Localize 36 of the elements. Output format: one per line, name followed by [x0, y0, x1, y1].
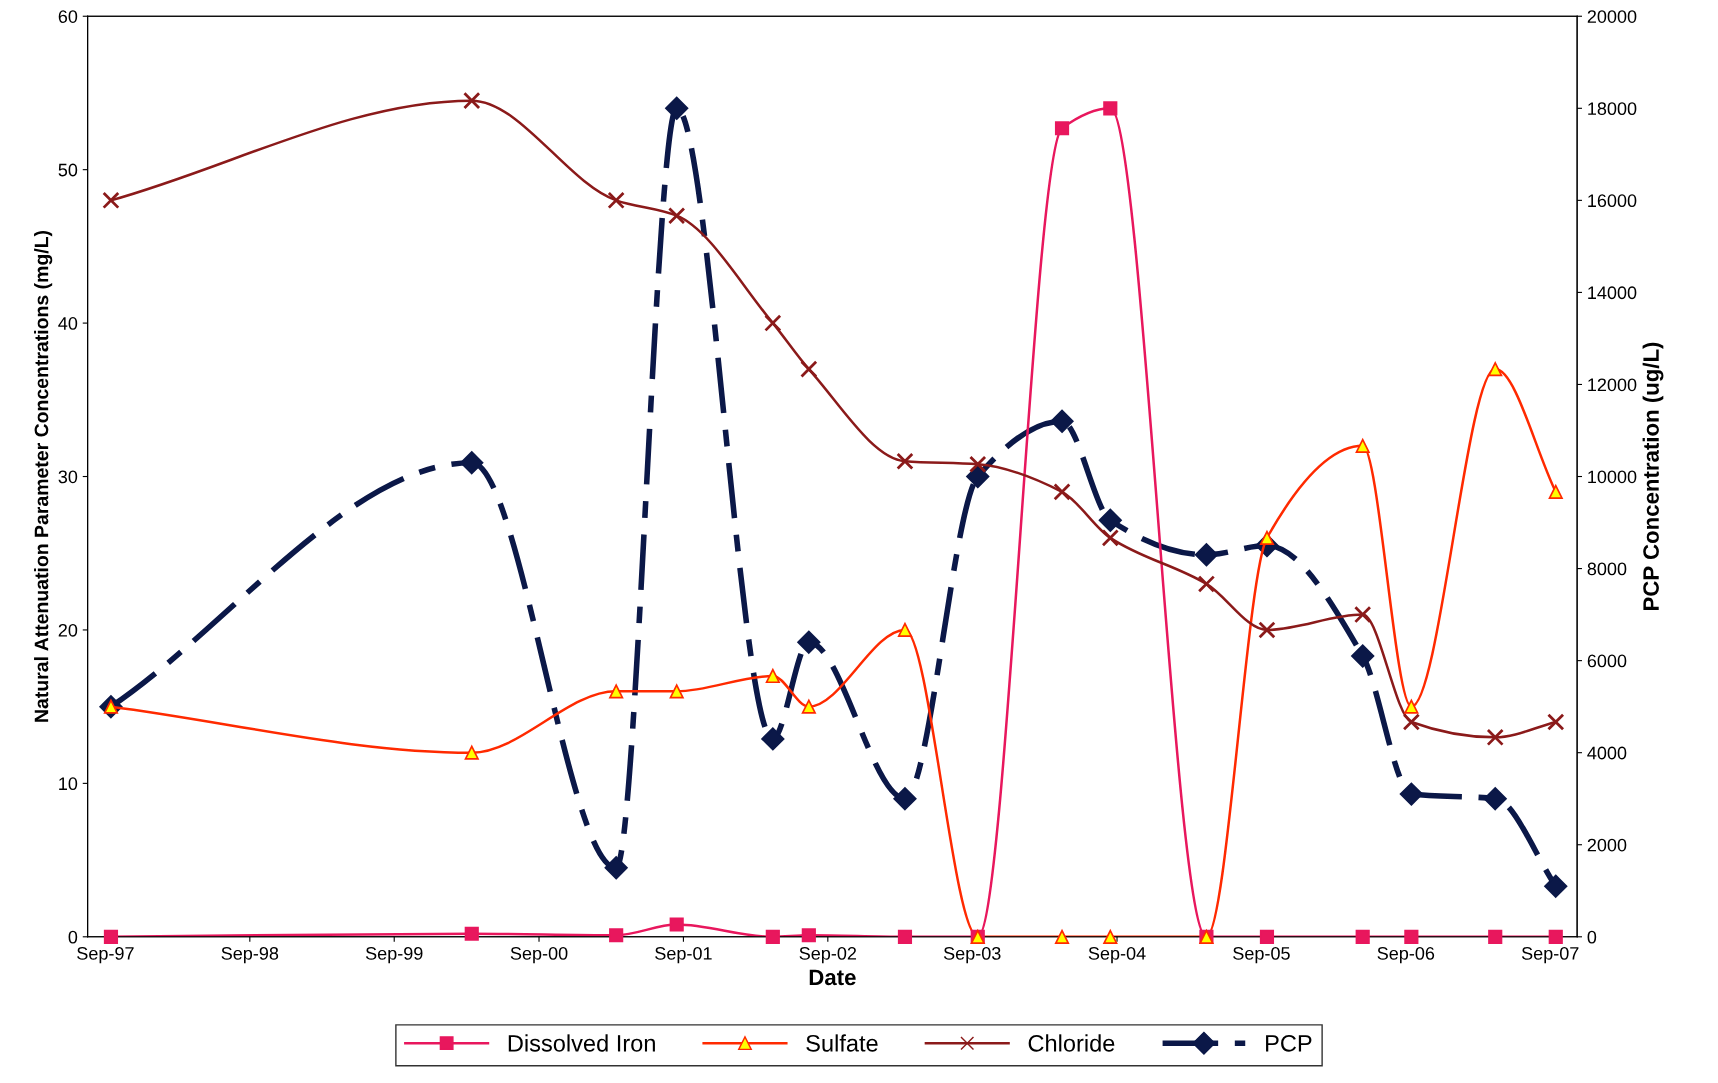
x-tick-label: Sep-00: [510, 946, 568, 964]
y2-tick-label: 20000: [1587, 10, 1637, 23]
x-axis-title: Date: [809, 969, 856, 986]
x-tick-label: Sep-02: [799, 946, 857, 964]
y-axis-title: Natural Attenuation Parameter Concentrations (mg/L): [34, 230, 53, 722]
x-tick-label: Sep-01: [655, 946, 712, 964]
x-tick-label: Sep-97: [77, 946, 134, 964]
y-tick-label: 30: [58, 470, 78, 484]
x-tick-label: Sep-98: [221, 946, 279, 964]
x-tick-label: Sep-06: [1377, 946, 1435, 964]
y2-tick-label: 16000: [1588, 194, 1637, 208]
y2-tick-label: 18000: [1588, 102, 1637, 116]
y2-tick-label: 10000: [1588, 470, 1637, 484]
x-tick-label: Sep-99: [365, 946, 423, 964]
y-tick-label: 10: [59, 777, 78, 791]
y2-axis-title: PCP Concentration (ug/L): [1642, 342, 1664, 611]
y2-tick-label: 4000: [1587, 746, 1627, 760]
legend-label: Chloride: [1028, 1034, 1115, 1052]
y2-tick-label: 2000: [1587, 838, 1627, 852]
y-tick-label: 0: [68, 930, 78, 944]
y-tick-label: 50: [58, 163, 78, 177]
y-tick-label: 60: [58, 10, 78, 23]
y2-tick-label: 6000: [1587, 654, 1627, 668]
y2-tick-label: 0: [1587, 930, 1597, 944]
legend-label: Sulfate: [806, 1034, 878, 1052]
y2-tick-label: 8000: [1587, 562, 1627, 576]
x-tick-label: Sep-04: [1088, 946, 1146, 964]
legend-label: PCP: [1266, 1034, 1312, 1052]
y2-tick-label: 14000: [1588, 286, 1637, 300]
x-tick-label: Sep-03: [943, 946, 1001, 964]
x-tick-label: Sep-05: [1233, 946, 1290, 964]
legend-label: Dissolved Iron: [508, 1034, 655, 1052]
y2-tick-label: 12000: [1588, 378, 1637, 392]
y-tick-label: 20: [58, 623, 78, 637]
x-tick-label: Sep-07: [1521, 946, 1579, 964]
y-tick-label: 40: [58, 317, 78, 330]
